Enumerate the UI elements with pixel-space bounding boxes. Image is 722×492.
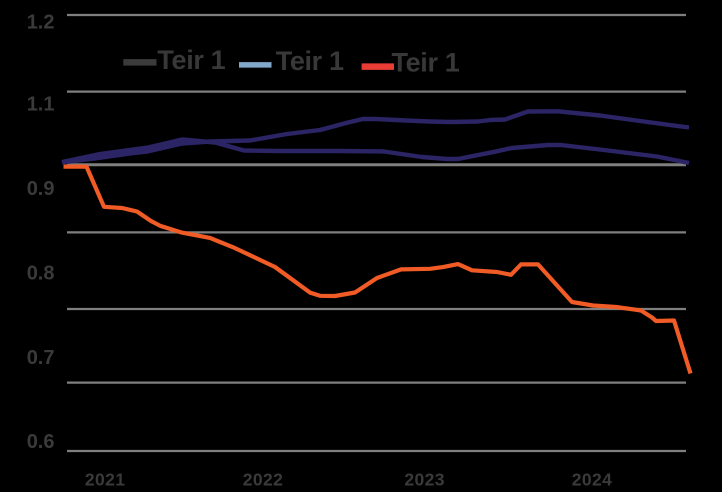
- svg-text:Teir 1: Teir 1: [276, 46, 344, 76]
- svg-text:2023: 2023: [404, 470, 445, 490]
- svg-text:2022: 2022: [243, 470, 284, 490]
- svg-text:2021: 2021: [85, 470, 126, 490]
- svg-text:1.2: 1.2: [27, 12, 55, 34]
- svg-text:0.8: 0.8: [27, 263, 55, 285]
- svg-text:0.6: 0.6: [27, 431, 55, 453]
- svg-text:2024: 2024: [572, 470, 613, 490]
- svg-text:Teir 1: Teir 1: [392, 48, 460, 78]
- svg-text:Teir 1: Teir 1: [157, 45, 225, 75]
- svg-text:1.1: 1.1: [27, 93, 55, 115]
- svg-text:0.7: 0.7: [27, 347, 55, 369]
- svg-text:0.9: 0.9: [27, 178, 55, 200]
